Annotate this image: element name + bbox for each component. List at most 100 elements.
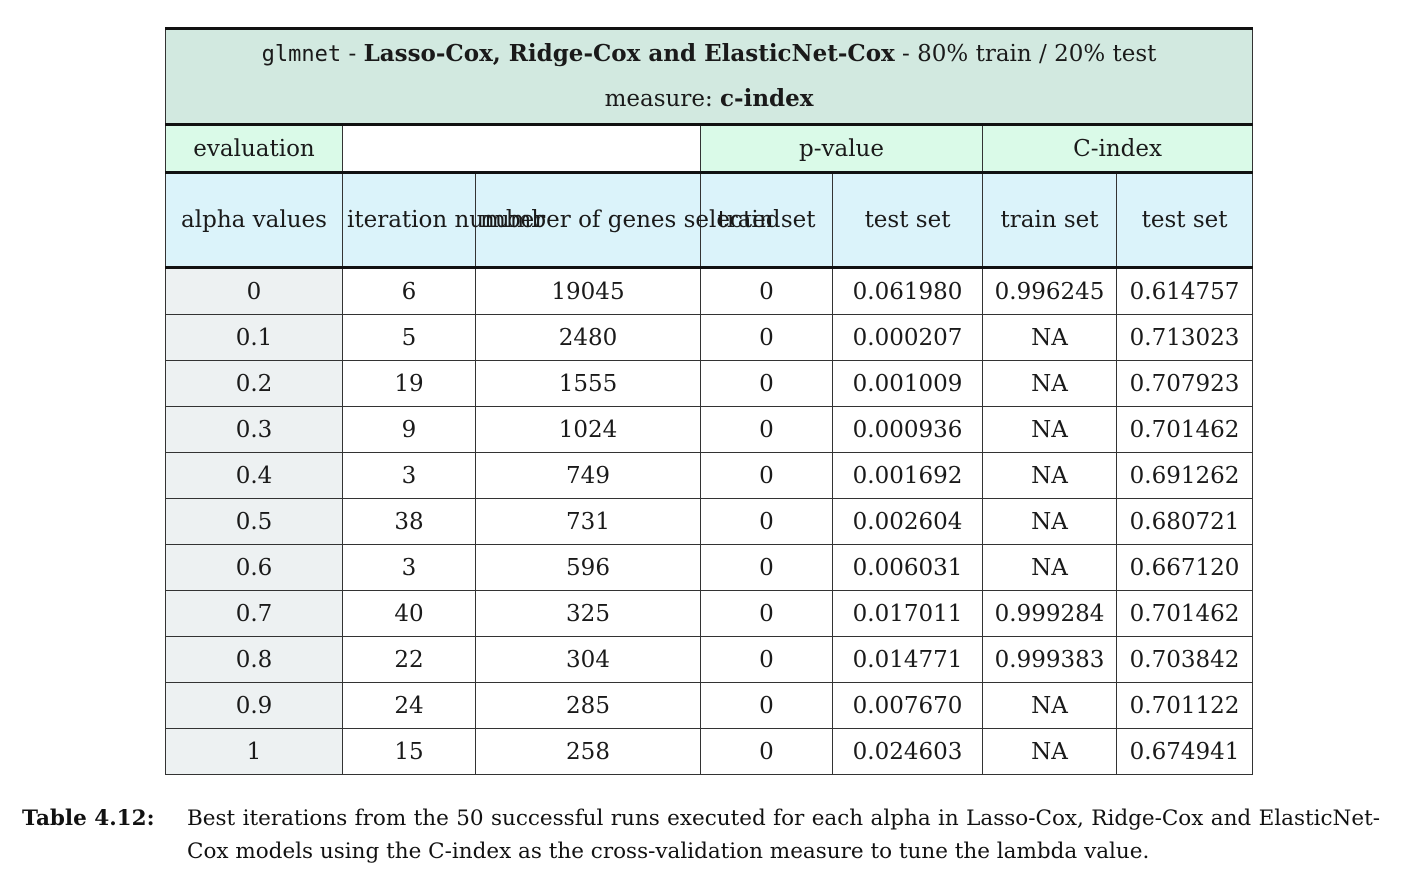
pvalue-train-cell: 0: [700, 360, 833, 407]
cindex-train-cell: NA: [982, 682, 1117, 729]
iteration-number-cell: 19: [342, 360, 476, 407]
pvalue-test-cell: 0.006031: [832, 544, 983, 591]
table-row: 0.7 40 325 0 0.017011 0.999284 0.701462: [165, 590, 1254, 637]
iteration-number-cell: 15: [342, 728, 476, 775]
pvalue-test-cell: 0.007670: [832, 682, 983, 729]
alpha-value-cell: 0.9: [165, 682, 343, 729]
cindex-test-cell: 0.701462: [1115, 590, 1254, 637]
caption-text: Best iterations from the 50 successful r…: [187, 806, 1380, 864]
iteration-number-cell: 6: [342, 267, 476, 315]
column-header-genes-selected: number of genes selected: [475, 172, 780, 269]
cindex-train-cell: NA: [982, 452, 1117, 499]
pvalue-train-cell: 0: [700, 728, 833, 775]
genes-selected-cell: 749: [475, 452, 701, 499]
table-row: 0 6 19045 0 0.061980 0.996245 0.614757: [165, 267, 1254, 315]
pvalue-test-cell: 0.001009: [832, 360, 983, 407]
genes-selected-cell: 285: [475, 682, 701, 729]
pvalue-train-cell: 0: [700, 314, 833, 361]
cindex-test-cell: 0.667120: [1115, 544, 1254, 591]
iteration-number-cell: 3: [342, 452, 476, 499]
alpha-value-cell: 0.2: [165, 360, 343, 407]
cindex-test-cell: 0.680721: [1115, 498, 1254, 545]
alpha-value-cell: 0.3: [165, 406, 343, 453]
alpha-value-cell: 0.8: [165, 636, 343, 683]
pvalue-test-cell: 0.000207: [832, 314, 983, 361]
alpha-value-cell: 0.5: [165, 498, 343, 545]
caption-label: Table 4.12:: [22, 806, 155, 831]
pvalue-test-cell: 0.001692: [832, 452, 983, 499]
genes-selected-cell: 19045: [475, 267, 701, 315]
table-row: 0.1 5 2480 0 0.000207 NA 0.713023: [165, 314, 1254, 361]
genes-selected-cell: 1024: [475, 406, 701, 453]
column-header-cindex-train-set: train set: [982, 172, 1117, 269]
pvalue-test-cell: 0.002604: [832, 498, 983, 545]
pvalue-train-cell: 0: [700, 267, 833, 315]
alpha-value-cell: 0.4: [165, 452, 343, 499]
cindex-train-cell: NA: [982, 498, 1117, 545]
pvalue-train-cell: 0: [700, 406, 833, 453]
title-separator: -: [341, 41, 364, 67]
iteration-number-cell: 24: [342, 682, 476, 729]
pvalue-train-cell: 0: [700, 452, 833, 499]
iteration-number-cell: 9: [342, 406, 476, 453]
genes-selected-cell: 325: [475, 590, 701, 637]
cindex-train-cell: NA: [982, 360, 1117, 407]
group-header-evaluation: evaluation: [165, 124, 343, 174]
title-separator: -: [894, 41, 918, 67]
pvalue-test-cell: 0.017011: [832, 590, 983, 637]
iteration-number-cell: 22: [342, 636, 476, 683]
cindex-test-cell: 0.701462: [1115, 406, 1254, 453]
iteration-number-cell: 5: [342, 314, 476, 361]
cindex-train-cell: NA: [982, 406, 1117, 453]
cindex-train-cell: NA: [982, 728, 1117, 775]
pvalue-train-cell: 0: [700, 590, 833, 637]
pvalue-test-cell: 0.024603: [832, 728, 983, 775]
cindex-test-cell: 0.707923: [1115, 360, 1254, 407]
table-row: 0.9 24 285 0 0.007670 NA 0.701122: [165, 682, 1254, 729]
cindex-test-cell: 0.701122: [1115, 682, 1254, 729]
title-measure-label: measure:: [604, 86, 721, 112]
table-row: 0.4 3 749 0 0.001692 NA 0.691262: [165, 452, 1254, 499]
table-row: 1 15 258 0 0.024603 NA 0.674941: [165, 728, 1254, 775]
pvalue-test-cell: 0.061980: [832, 267, 983, 315]
iteration-number-cell: 38: [342, 498, 476, 545]
cindex-train-cell: NA: [982, 544, 1117, 591]
pvalue-train-cell: 0: [700, 682, 833, 729]
column-header-alpha-values: alpha values: [165, 172, 343, 269]
group-header-c-index: C-index: [981, 124, 1254, 174]
pvalue-test-cell: 0.014771: [832, 636, 983, 683]
title-measure-value: c-index: [720, 85, 814, 112]
pvalue-train-cell: 0: [700, 636, 833, 683]
cindex-test-cell: 0.674941: [1115, 728, 1254, 775]
table-row: 0.5 38 731 0 0.002604 NA 0.680721: [165, 498, 1254, 545]
group-header-p-value: p-value: [700, 124, 983, 174]
column-header-iteration-number: iteration number: [342, 172, 545, 269]
genes-selected-cell: 731: [475, 498, 701, 545]
alpha-value-cell: 0.6: [165, 544, 343, 591]
iteration-number-cell: 3: [342, 544, 476, 591]
cindex-test-cell: 0.713023: [1115, 314, 1254, 361]
pvalue-test-cell: 0.000936: [832, 406, 983, 453]
alpha-value-cell: 0.1: [165, 314, 343, 361]
column-header-pvalue-train-set: train set: [700, 172, 833, 269]
cindex-train-cell: NA: [982, 314, 1117, 361]
cindex-train-cell: 0.999284: [982, 590, 1117, 637]
cindex-train-cell: 0.996245: [982, 267, 1117, 315]
alpha-value-cell: 0.7: [165, 590, 343, 637]
table-row: 0.6 3 596 0 0.006031 NA 0.667120: [165, 544, 1254, 591]
pvalue-train-cell: 0: [700, 498, 833, 545]
cindex-test-cell: 0.691262: [1115, 452, 1254, 499]
group-header-empty: [342, 124, 701, 174]
table-row: 0.8 22 304 0 0.014771 0.999383 0.703842: [165, 636, 1254, 683]
title-package: glmnet: [261, 42, 342, 67]
table-caption: Table 4.12: Best iterations from the 50 …: [22, 802, 1380, 868]
table-row: 0.3 9 1024 0 0.000936 NA 0.701462: [165, 406, 1254, 453]
genes-selected-cell: 2480: [475, 314, 701, 361]
cindex-test-cell: 0.703842: [1115, 636, 1254, 683]
results-table: glmnet - Lasso-Cox, Ridge-Cox and Elasti…: [164, 27, 1254, 775]
column-header-cindex-test-set: test set: [1115, 172, 1254, 269]
table-row: 0.2 19 1555 0 0.001009 NA 0.707923: [165, 360, 1254, 407]
cindex-test-cell: 0.614757: [1115, 267, 1254, 315]
genes-selected-cell: 304: [475, 636, 701, 683]
title-models: Lasso-Cox, Ridge-Cox and ElasticNet-Cox: [363, 40, 895, 67]
